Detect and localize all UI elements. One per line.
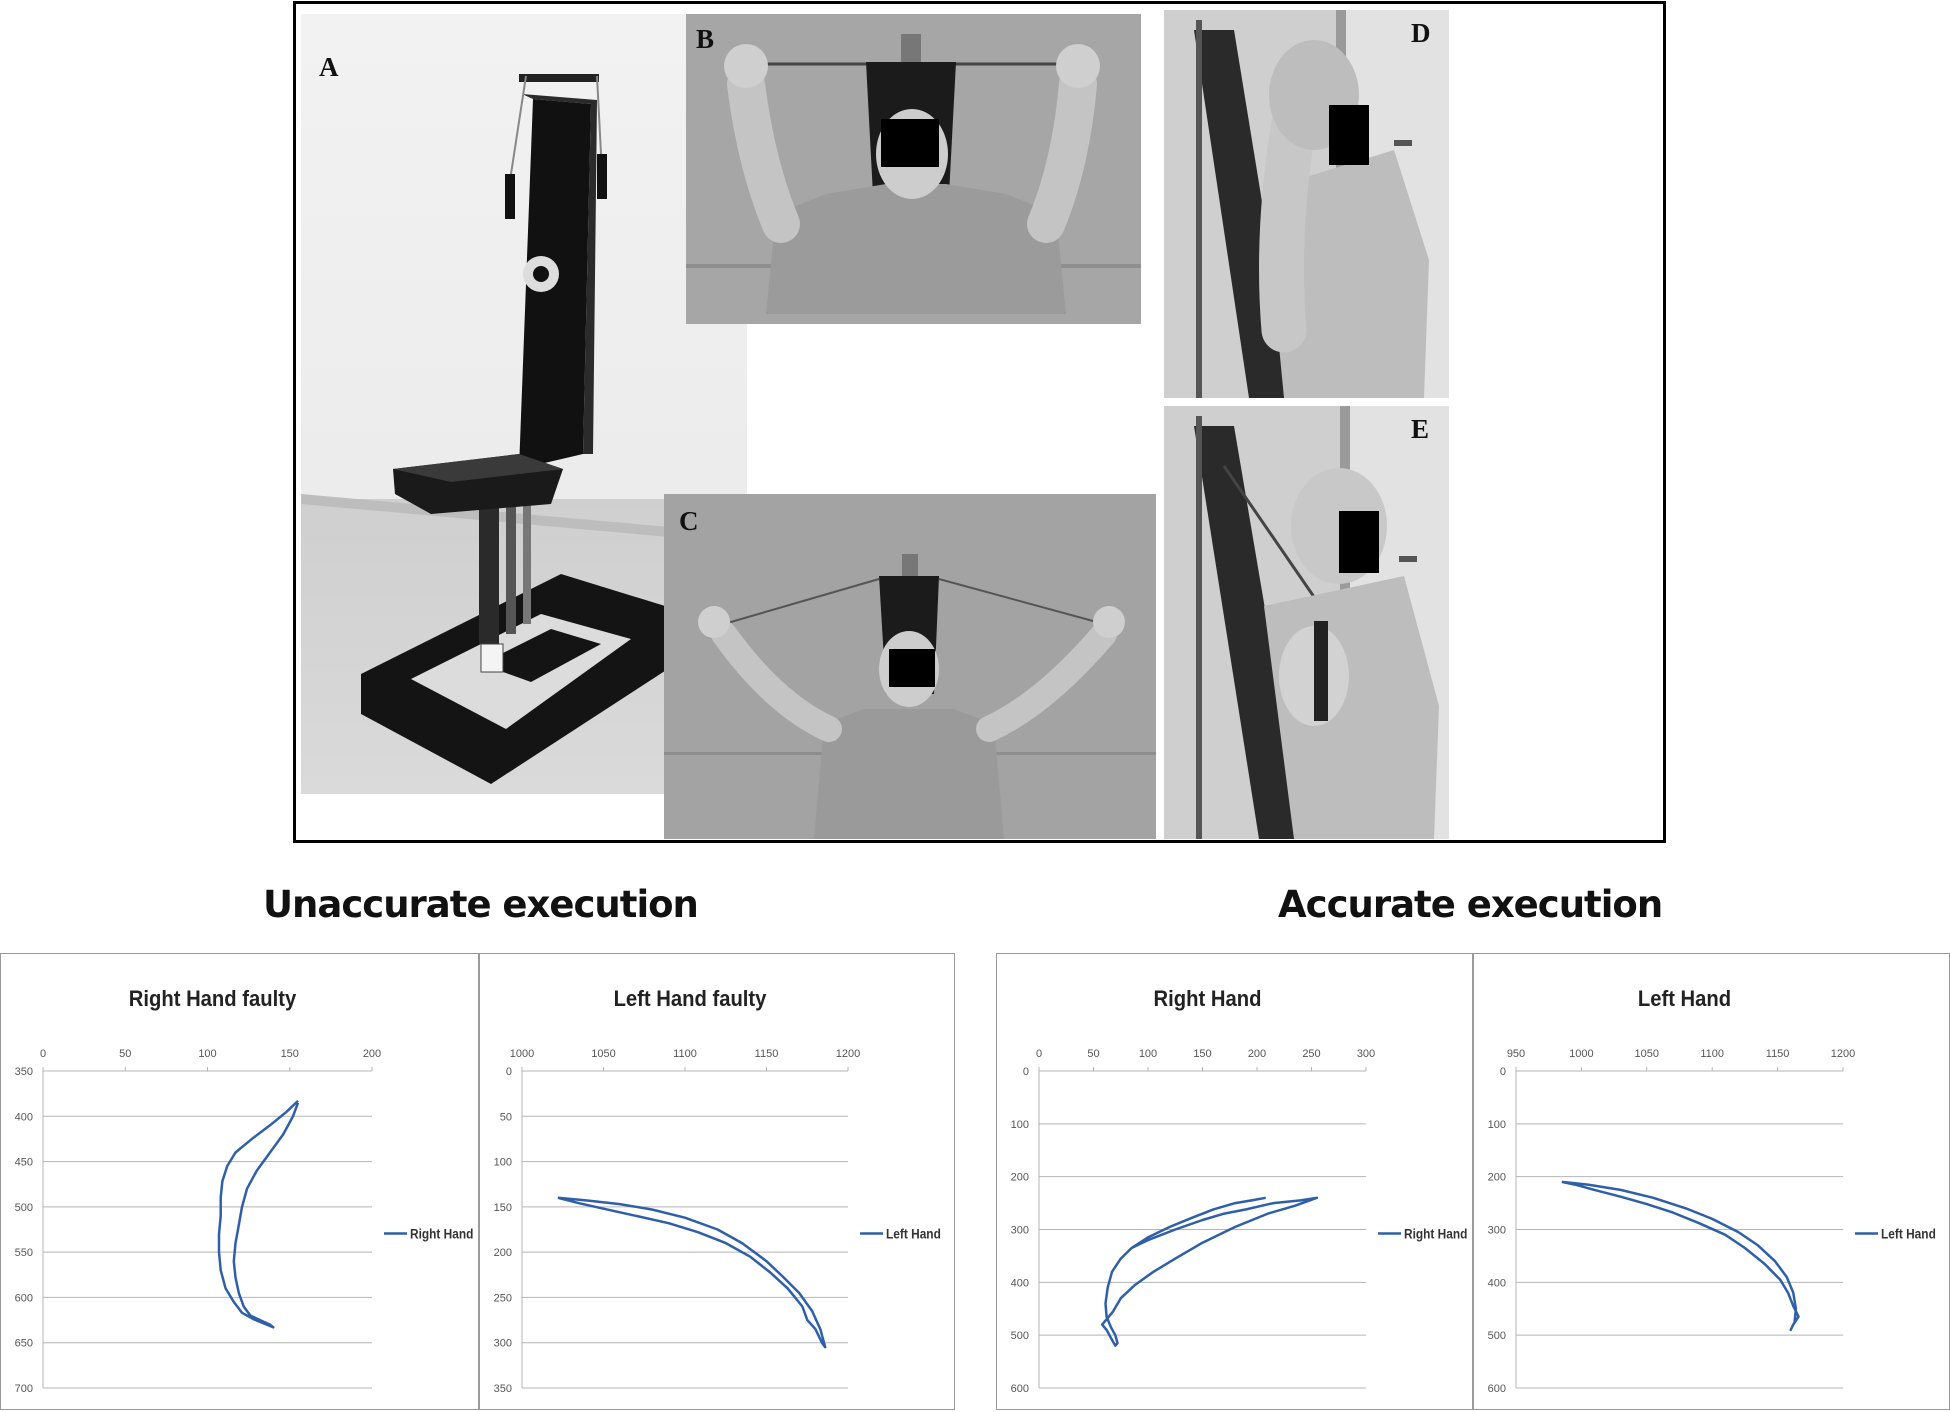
x-tick-label: 0 [1036,1048,1042,1060]
y-tick-label: 600 [15,1292,33,1304]
panel-label-b: B [696,24,715,54]
y-tick-label: 450 [15,1157,33,1169]
series-line [557,1196,827,1349]
y-tick-label: 500 [15,1202,33,1214]
y-tick-label: 550 [15,1247,33,1259]
y-tick-label: 0 [506,1066,512,1078]
x-tick-label: 100 [1139,1048,1157,1060]
y-tick-label: 250 [494,1292,512,1304]
legend-label: Left Hand [886,1226,941,1242]
y-tick-label: 200 [1011,1172,1029,1184]
y-tick-label: 100 [494,1157,512,1169]
y-tick-label: 300 [1488,1225,1506,1237]
legend-label: Right Hand [1404,1226,1467,1242]
y-tick-label: 650 [15,1338,33,1350]
x-tick-label: 50 [119,1048,131,1060]
x-tick-label: 1100 [1700,1048,1724,1060]
y-tick-label: 50 [500,1111,512,1123]
panel-label-a: A [319,52,339,82]
y-tick-label: 400 [1011,1277,1029,1289]
y-tick-label: 300 [1011,1225,1029,1237]
x-tick-label: 1000 [510,1048,534,1060]
y-tick-label: 500 [1011,1330,1029,1342]
y-tick-label: 300 [494,1338,512,1350]
y-tick-label: 400 [15,1111,33,1123]
y-tick-label: 600 [1488,1383,1506,1395]
x-tick-label: 1000 [1569,1048,1593,1060]
x-tick-label: 1150 [755,1048,779,1060]
legend-label: Right Hand [410,1226,473,1242]
x-tick-label: 1150 [1766,1048,1790,1060]
y-tick-label: 100 [1488,1119,1506,1131]
x-tick-label: 250 [1302,1048,1320,1060]
series-line [1100,1196,1319,1347]
accurate-execution-title: Accurate execution [1278,883,1663,926]
x-tick-label: 950 [1507,1048,1525,1060]
chart-right-hand: Right Hand 0 100 200 300 400 500 600 0 50 100 150 20… [996,953,1473,1410]
x-tick-label: 200 [363,1048,381,1060]
y-tick-label: 350 [494,1383,512,1395]
y-tick-label: 400 [1488,1277,1506,1289]
chart-left-hand: Left Hand 0 100 200 300 400 500 600 950 1000 1050 1… [1473,953,1950,1410]
y-tick-label: 100 [1011,1119,1029,1131]
unaccurate-execution-title: Unaccurate execution [263,883,699,926]
x-tick-label: 50 [1087,1048,1099,1060]
x-tick-label: 150 [281,1048,299,1060]
x-tick-label: 1050 [1635,1048,1659,1060]
x-tick-label: 1200 [1831,1048,1855,1060]
x-tick-label: 1200 [836,1048,860,1060]
x-tick-label: 1100 [673,1048,697,1060]
x-tick-label: 200 [1248,1048,1266,1060]
y-tick-label: 600 [1011,1383,1029,1395]
series-line [217,1099,300,1329]
y-tick-label: 500 [1488,1330,1506,1342]
legend-label: Left Hand [1881,1226,1936,1242]
chart-right-hand-faulty: Right Hand faulty 350 400 450 500 550 600 650 70… [0,953,479,1410]
panel-b-arms-raised-photo: B [686,14,1141,324]
y-tick-label: 0 [1023,1066,1029,1078]
series-line [1561,1180,1800,1332]
x-tick-label: 0 [40,1048,46,1060]
y-tick-label: 200 [494,1247,512,1259]
chart-left-hand-faulty: Left Hand faulty 0 50 100 150 200 250 300 350 100… [479,953,955,1410]
y-tick-label: 200 [1488,1172,1506,1184]
panel-e-side-view-photo: E [1164,406,1449,839]
y-tick-label: 700 [15,1383,33,1395]
x-tick-label: 100 [198,1048,216,1060]
chart-title: Right Hand [1154,987,1262,1011]
y-tick-label: 350 [15,1066,33,1078]
panel-label-e: E [1411,414,1430,444]
y-tick-label: 150 [494,1202,512,1214]
chart-title: Left Hand [1638,987,1731,1011]
y-tick-label: 0 [1500,1066,1506,1078]
chart-title: Right Hand faulty [129,987,297,1011]
x-tick-label: 150 [1193,1048,1211,1060]
panel-label-d: D [1411,18,1431,48]
panel-label-c: C [679,506,699,536]
x-tick-label: 300 [1357,1048,1375,1060]
chart-title: Left Hand faulty [614,987,767,1011]
panel-d-side-view-photo: D [1164,10,1449,398]
photo-composite: A B [293,1,1666,843]
panel-c-arms-spread-photo: C [664,494,1156,839]
x-tick-label: 1050 [591,1048,615,1060]
